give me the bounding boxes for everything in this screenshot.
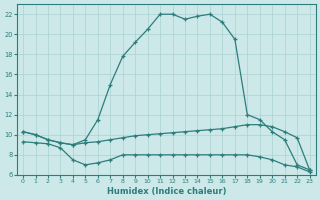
- X-axis label: Humidex (Indice chaleur): Humidex (Indice chaleur): [107, 187, 226, 196]
